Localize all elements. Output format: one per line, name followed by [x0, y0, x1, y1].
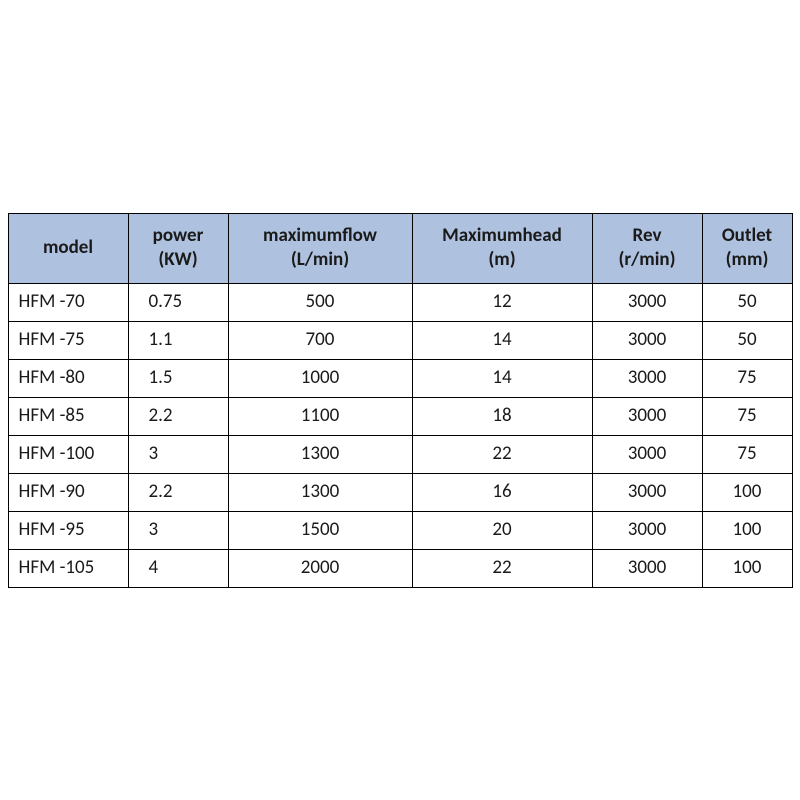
cell-r7-c2: 2000 — [228, 549, 412, 587]
cell-r0-c5: 50 — [702, 283, 792, 321]
cell-r3-c2: 1100 — [228, 397, 412, 435]
cell-r0-c2: 500 — [228, 283, 412, 321]
cell-r0-c1: 0.75 — [128, 283, 228, 321]
cell-r3-c1: 2.2 — [128, 397, 228, 435]
table-row: HFM -9531500203000100 — [8, 511, 792, 549]
col-header-line1: Rev — [633, 224, 662, 247]
cell-r2-c4: 3000 — [592, 359, 702, 397]
table-row: HFM -10542000223000100 — [8, 549, 792, 587]
cell-r0-c4: 3000 — [592, 283, 702, 321]
cell-r6-c5: 100 — [702, 511, 792, 549]
table-row: HFM -700.7550012300050 — [8, 283, 792, 321]
col-header-line1: power — [153, 224, 204, 247]
cell-r5-c5: 100 — [702, 473, 792, 511]
table-header-row: modelpower(KW)maximumflow(L/min)Maximumh… — [8, 213, 792, 283]
col-header-4: Rev(r/min) — [592, 213, 702, 283]
cell-r2-c2: 1000 — [228, 359, 412, 397]
cell-r6-c1: 3 — [128, 511, 228, 549]
cell-r6-c2: 1500 — [228, 511, 412, 549]
col-header-line2: (r/min) — [599, 248, 696, 272]
col-header-1: power(KW) — [128, 213, 228, 283]
cell-r4-c2: 1300 — [228, 435, 412, 473]
table-row: HFM -1003130022300075 — [8, 435, 792, 473]
cell-r7-c5: 100 — [702, 549, 792, 587]
cell-r1-c3: 14 — [412, 321, 592, 359]
cell-r4-c4: 3000 — [592, 435, 702, 473]
col-header-3: Maximumhead(m) — [412, 213, 592, 283]
cell-r1-c0: HFM -75 — [8, 321, 128, 359]
cell-r7-c1: 4 — [128, 549, 228, 587]
col-header-5: Outlet(mm) — [702, 213, 792, 283]
cell-r2-c3: 14 — [412, 359, 592, 397]
cell-r3-c4: 3000 — [592, 397, 702, 435]
table-row: HFM -902.21300163000100 — [8, 473, 792, 511]
table-row: HFM -852.2110018300075 — [8, 397, 792, 435]
cell-r7-c3: 22 — [412, 549, 592, 587]
cell-r5-c1: 2.2 — [128, 473, 228, 511]
cell-r6-c4: 3000 — [592, 511, 702, 549]
col-header-line2: (KW) — [135, 248, 222, 272]
col-header-line1: model — [43, 236, 93, 259]
cell-r4-c0: HFM -100 — [8, 435, 128, 473]
col-header-line1: maximumflow — [263, 224, 377, 247]
col-header-0: model — [8, 213, 128, 283]
cell-r4-c3: 22 — [412, 435, 592, 473]
cell-r1-c4: 3000 — [592, 321, 702, 359]
cell-r2-c1: 1.5 — [128, 359, 228, 397]
col-header-2: maximumflow(L/min) — [228, 213, 412, 283]
cell-r4-c5: 75 — [702, 435, 792, 473]
col-header-line2: (L/min) — [235, 248, 406, 272]
cell-r1-c1: 1.1 — [128, 321, 228, 359]
table-row: HFM -801.5100014300075 — [8, 359, 792, 397]
table-row: HFM -751.170014300050 — [8, 321, 792, 359]
cell-r5-c2: 1300 — [228, 473, 412, 511]
col-header-line2: (m) — [419, 248, 586, 272]
table-body: HFM -700.7550012300050HFM -751.170014300… — [8, 283, 792, 587]
col-header-line1: Outlet — [722, 224, 772, 247]
cell-r6-c0: HFM -95 — [8, 511, 128, 549]
cell-r2-c0: HFM -80 — [8, 359, 128, 397]
cell-r1-c2: 700 — [228, 321, 412, 359]
cell-r7-c0: HFM -105 — [8, 549, 128, 587]
cell-r4-c1: 3 — [128, 435, 228, 473]
cell-r0-c0: HFM -70 — [8, 283, 128, 321]
spec-table: modelpower(KW)maximumflow(L/min)Maximumh… — [8, 213, 793, 588]
cell-r7-c4: 3000 — [592, 549, 702, 587]
cell-r2-c5: 75 — [702, 359, 792, 397]
cell-r6-c3: 20 — [412, 511, 592, 549]
col-header-line1: Maximumhead — [442, 224, 562, 247]
cell-r3-c3: 18 — [412, 397, 592, 435]
col-header-line2: (mm) — [709, 248, 786, 272]
cell-r5-c3: 16 — [412, 473, 592, 511]
cell-r3-c5: 75 — [702, 397, 792, 435]
cell-r1-c5: 50 — [702, 321, 792, 359]
cell-r5-c0: HFM -90 — [8, 473, 128, 511]
cell-r0-c3: 12 — [412, 283, 592, 321]
cell-r3-c0: HFM -85 — [8, 397, 128, 435]
cell-r5-c4: 3000 — [592, 473, 702, 511]
